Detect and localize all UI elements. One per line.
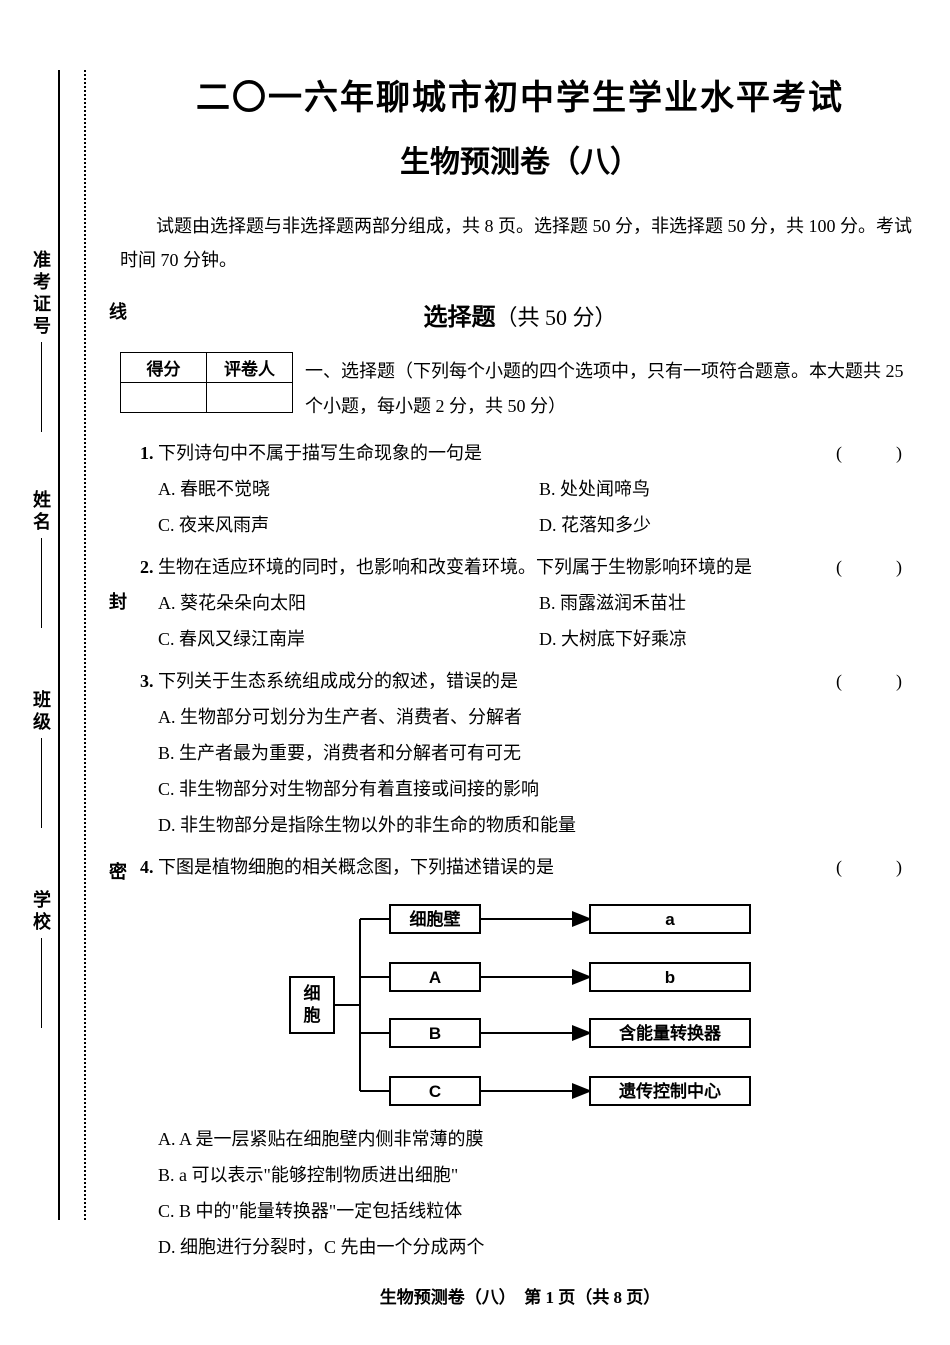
q1-opt-b: B. 处处闻啼鸟 — [539, 471, 920, 507]
score-row: 得分 评卷人 一、选择题（下列每个小题的四个选项中，只有一项符合题意。本大题共 … — [120, 352, 920, 422]
q2-num: 2. — [140, 557, 154, 577]
section-heading-main: 选择题 — [423, 305, 495, 331]
part-stem: 一、选择题（下列每个小题的四个选项中，只有一项符合题意。本大题共 25 个小题，… — [305, 352, 920, 422]
score-cell-grader[interactable] — [207, 383, 293, 413]
score-box-table: 得分 评卷人 — [120, 352, 293, 413]
question-4: 4. 下图是植物细胞的相关概念图，下列描述错误的是 ( ) 细 胞 — [140, 849, 920, 1265]
q2-opt-c: C. 春风又绿江南岸 — [158, 621, 539, 657]
q4-text: 下图是植物细胞的相关概念图，下列描述错误的是 — [158, 857, 554, 877]
q1-opt-a: A. 春眠不觉晓 — [158, 471, 539, 507]
q1-answer-blank[interactable]: ( ) — [836, 435, 920, 471]
binding-strip: 准考证号 姓名 班级 学校 线 封 密 — [30, 70, 110, 1220]
seal-xian: 线 — [104, 300, 130, 322]
exam-page: 准考证号 姓名 班级 学校 线 封 密 二〇一六年聊城市初中学生学业水平考试 生… — [0, 0, 950, 1345]
score-cell-score[interactable] — [121, 383, 207, 413]
q3-options: A. 生物部分可划分为生产者、消费者、分解者 B. 生产者最为重要，消费者和分解… — [140, 699, 920, 843]
score-col-score: 得分 — [121, 353, 207, 383]
exam-subtitle: 生物预测卷（八） — [120, 137, 920, 181]
q2-opt-a: A. 葵花朵朵向太阳 — [158, 585, 539, 621]
exam-instructions: 试题由选择题与非选择题两部分组成，共 8 页。选择题 50 分，非选择题 50 … — [120, 209, 920, 277]
field-class: 班级 — [28, 690, 54, 828]
q4-opt-b: B. a 可以表示"能够控制物质进出细胞" — [158, 1157, 920, 1193]
svg-text:a: a — [665, 910, 675, 929]
q4-opt-d: D. 细胞进行分裂时，C 先由一个分成两个 — [158, 1229, 920, 1265]
page-footer: 生物预测卷（八） 第 1 页（共 8 页） — [120, 1283, 920, 1308]
diagram-root-l2: 胞 — [304, 1005, 321, 1025]
q4-opt-c: C. B 中的"能量转换器"一定包括线粒体 — [158, 1193, 920, 1229]
field-name: 姓名 — [28, 490, 54, 628]
q4-opt-a: A. A 是一层紧贴在细胞壁内侧非常薄的膜 — [158, 1121, 920, 1157]
q4-num: 4. — [140, 857, 154, 877]
q1-opt-c: C. 夜来风雨声 — [158, 507, 539, 543]
questions-list: 1. 下列诗句中不属于描写生命现象的一句是 ( ) A. 春眠不觉晓 B. 处处… — [140, 435, 920, 1265]
diagram-row-1: A b — [360, 963, 750, 991]
question-2: 2. 生物在适应环境的同时，也影响和改变着环境。下列属于生物影响环境的是 ( )… — [140, 549, 920, 657]
q2-opt-b: B. 雨露滋润禾苗壮 — [539, 585, 920, 621]
q3-opt-d: D. 非生物部分是指除生物以外的非生命的物质和能量 — [158, 807, 920, 843]
q3-num: 3. — [140, 671, 154, 691]
question-3: 3. 下列关于生态系统组成成分的叙述，错误的是 ( ) A. 生物部分可划分为生… — [140, 663, 920, 843]
q3-opt-c: C. 非生物部分对生物部分有着直接或间接的影响 — [158, 771, 920, 807]
question-1: 1. 下列诗句中不属于描写生命现象的一句是 ( ) A. 春眠不觉晓 B. 处处… — [140, 435, 920, 543]
q2-options: A. 葵花朵朵向太阳 B. 雨露滋润禾苗壮 C. 春风又绿江南岸 D. 大树底下… — [140, 585, 920, 657]
score-col-grader: 评卷人 — [207, 353, 293, 383]
q3-opt-a: A. 生物部分可划分为生产者、消费者、分解者 — [158, 699, 920, 735]
q1-num: 1. — [140, 443, 154, 463]
field-school: 学校 — [28, 890, 54, 1028]
q3-answer-blank[interactable]: ( ) — [836, 663, 920, 699]
q2-text: 生物在适应环境的同时，也影响和改变着环境。下列属于生物影响环境的是 — [158, 557, 752, 577]
svg-text:含能量转换器: 含能量转换器 — [619, 1023, 722, 1043]
diagram-root-l1: 细 — [304, 983, 321, 1003]
q3-opt-b: B. 生产者最为重要，消费者和分解者可有可无 — [158, 735, 920, 771]
section-heading: 选择题（共 50 分） — [120, 297, 920, 332]
exam-title: 二〇一六年聊城市初中学生学业水平考试 — [120, 70, 920, 119]
content-area: 二〇一六年聊城市初中学生学业水平考试 生物预测卷（八） 试题由选择题与非选择题两… — [120, 70, 920, 1308]
seal-mi: 密 — [104, 860, 130, 882]
svg-text:细胞壁: 细胞壁 — [410, 909, 461, 929]
binding-solid-line — [58, 70, 60, 1220]
svg-text:C: C — [429, 1082, 441, 1101]
seal-feng: 封 — [104, 590, 130, 612]
q2-opt-d: D. 大树底下好乘凉 — [539, 621, 920, 657]
q3-text: 下列关于生态系统组成成分的叙述，错误的是 — [158, 671, 518, 691]
svg-text:A: A — [429, 968, 441, 987]
q1-options: A. 春眠不觉晓 B. 处处闻啼鸟 C. 夜来风雨声 D. 花落知多少 — [140, 471, 920, 543]
q1-opt-d: D. 花落知多少 — [539, 507, 920, 543]
q2-answer-blank[interactable]: ( ) — [836, 549, 920, 585]
binding-dotted-line: 线 封 密 — [84, 70, 86, 1220]
q4-answer-blank[interactable]: ( ) — [836, 849, 920, 885]
svg-text:b: b — [665, 968, 675, 987]
diagram-row-0: 细胞壁 a — [360, 905, 750, 933]
svg-text:遗传控制中心: 遗传控制中心 — [618, 1081, 721, 1101]
diagram-row-2: B 含能量转换器 — [360, 1019, 750, 1047]
q4-options: A. A 是一层紧贴在细胞壁内侧非常薄的膜 B. a 可以表示"能够控制物质进出… — [140, 1121, 920, 1265]
svg-text:B: B — [429, 1024, 441, 1043]
q4-diagram: 细 胞 细胞壁 a — [140, 897, 920, 1107]
q1-text: 下列诗句中不属于描写生命现象的一句是 — [158, 443, 482, 463]
diagram-row-3: C 遗传控制中心 — [360, 1077, 750, 1105]
field-exam-id: 准考证号 — [28, 250, 54, 432]
section-heading-sub: （共 50 分） — [495, 305, 616, 330]
